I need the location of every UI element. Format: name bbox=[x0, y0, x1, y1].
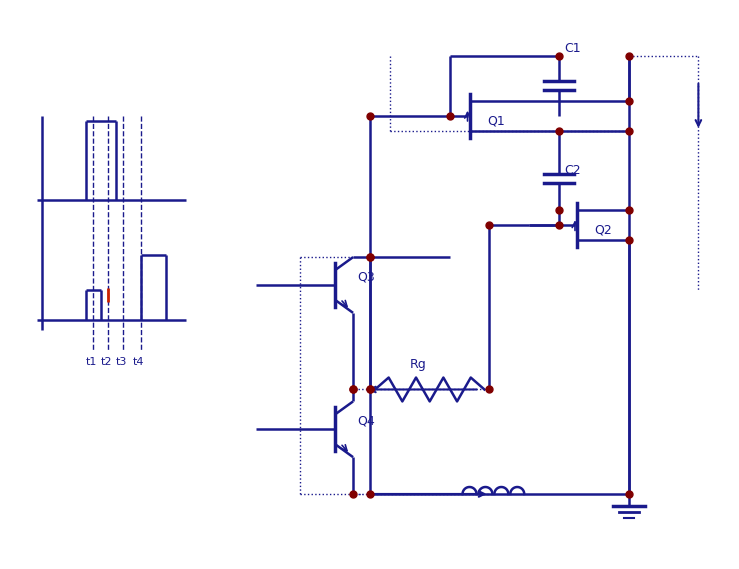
Text: Q1: Q1 bbox=[488, 114, 505, 127]
Text: t3: t3 bbox=[115, 357, 126, 366]
Text: Q2: Q2 bbox=[594, 224, 612, 237]
Text: t2: t2 bbox=[101, 357, 112, 366]
Text: t1: t1 bbox=[86, 357, 97, 366]
Text: Rg: Rg bbox=[410, 358, 426, 371]
Text: t4: t4 bbox=[133, 357, 145, 366]
Text: Q3: Q3 bbox=[357, 270, 375, 283]
Text: Q4: Q4 bbox=[357, 415, 375, 428]
Text: C2: C2 bbox=[564, 164, 581, 177]
Text: C1: C1 bbox=[564, 42, 581, 55]
